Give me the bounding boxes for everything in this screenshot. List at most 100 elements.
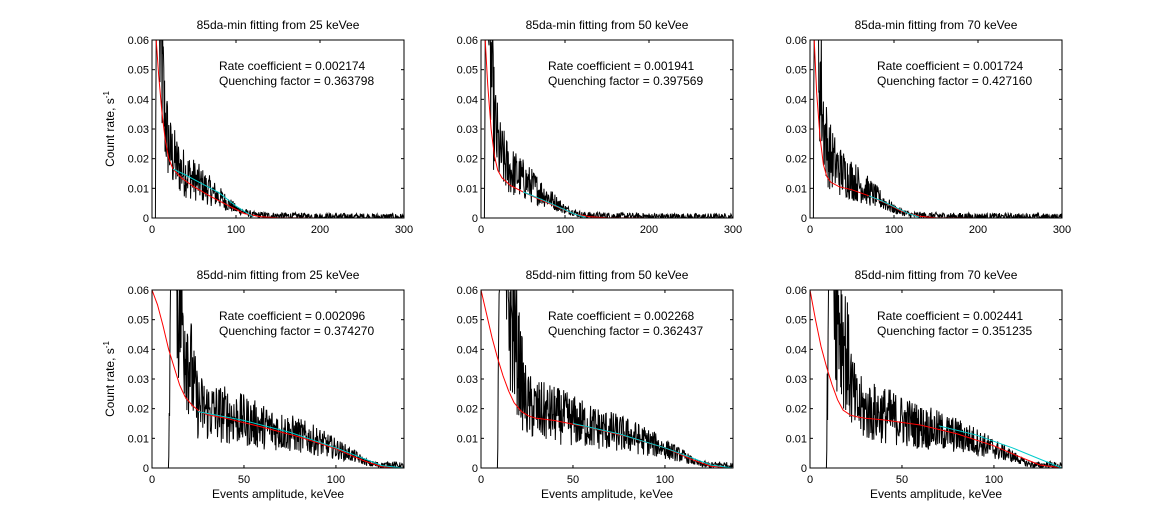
annotation-text: Quenching factor = 0.397569	[548, 74, 703, 88]
x-tick-label: 200	[311, 224, 329, 236]
subplot-5: 0 0.01 0.02 0.03 0.04 0.05 0.06 0 50 100 85dd-nim …	[457, 268, 734, 501]
annotation-text: Rate coefficient = 0.002441	[877, 309, 1024, 323]
annotation-text: Rate coefficient = 0.001724	[877, 59, 1024, 73]
y-tick-label: 0.05	[786, 65, 807, 77]
x-tick-label: 0	[807, 474, 813, 486]
y-axis-label-superscript: -1	[102, 341, 111, 349]
subplot-4: 0 0.01 0.02 0.03 0.04 0.05 0.06 0 50 100 85dd-nim …	[102, 268, 405, 501]
y-tick-label: 0.01	[128, 183, 149, 195]
fit-curve-line	[155, 40, 404, 218]
y-tick-label: 0.03	[786, 124, 807, 136]
y-tick-label: 0	[801, 213, 807, 225]
subplot-title: 85da-min fitting from 50 keVee	[526, 18, 689, 32]
y-tick-label: 0.03	[128, 124, 149, 136]
y-tick-label: 0.01	[786, 433, 807, 445]
x-axis-label: Events amplitude, keVee	[541, 487, 673, 501]
y-tick-label: 0.02	[128, 404, 149, 416]
data-layer	[810, 40, 1062, 218]
y-tick-label: 0	[472, 213, 478, 225]
subplot-title: 85da-min fitting from 70 keVee	[855, 18, 1018, 32]
annotation-text: Rate coefficient = 0.001941	[548, 59, 695, 73]
fit-curve-line	[810, 290, 1062, 468]
plot-area	[481, 40, 733, 218]
annotation-text: Quenching factor = 0.363798	[219, 74, 374, 88]
fit-segment-line	[172, 168, 254, 217]
annotation-text: Quenching factor = 0.427160	[877, 74, 1032, 88]
raw-spectrum-line	[152, 290, 404, 468]
x-tick-label: 300	[395, 224, 413, 236]
y-tick-label: 0.04	[457, 344, 478, 356]
y-tick-label: 0.03	[457, 374, 478, 386]
y-tick-label: 0.06	[786, 35, 807, 47]
x-tick-label: 200	[969, 224, 987, 236]
y-tick-label: 0.06	[128, 35, 149, 47]
subplot-6: 0 0.01 0.02 0.03 0.04 0.05 0.06 0 50 100 85dd-nim …	[786, 268, 1063, 501]
annotation-text: Rate coefficient = 0.002174	[219, 59, 366, 73]
annotation-text: Quenching factor = 0.351235	[877, 324, 1032, 338]
y-tick-label: 0.05	[128, 65, 149, 77]
data-layer	[481, 40, 733, 218]
subplot-title: 85dd-nim fitting from 25 keVee	[197, 268, 360, 282]
annotation-text: Rate coefficient = 0.002096	[219, 309, 366, 323]
y-tick-label: 0.04	[457, 94, 478, 106]
subplot-3: 0 0.01 0.02 0.03 0.04 0.05 0.06 0 100 200 300 85da-…	[786, 18, 1072, 236]
x-tick-label: 0	[807, 224, 813, 236]
x-axis-label: Events amplitude, keVee	[212, 487, 344, 501]
raw-spectrum-line	[481, 290, 733, 468]
data-layer	[152, 40, 404, 218]
y-tick-label: 0.01	[457, 433, 478, 445]
y-tick-label: 0.02	[786, 404, 807, 416]
y-tick-label: 0.04	[786, 94, 807, 106]
y-tick-label: 0.03	[786, 374, 807, 386]
x-tick-label: 100	[556, 224, 574, 236]
x-tick-label: 100	[885, 224, 903, 236]
subplot-title: 85dd-nim fitting from 70 keVee	[855, 268, 1018, 282]
subplot-title: 85dd-nim fitting from 50 keVee	[526, 268, 689, 282]
subplot-2: 0 0.01 0.02 0.03 0.04 0.05 0.06 0 100 200 300 85da-…	[457, 18, 743, 236]
y-tick-label: 0.06	[786, 285, 807, 297]
subplot-title: 85da-min fitting from 25 keVee	[197, 18, 360, 32]
raw-spectrum-line	[810, 290, 1062, 468]
x-tick-label: 300	[1053, 224, 1071, 236]
data-layer	[152, 290, 404, 468]
y-tick-label: 0.05	[457, 65, 478, 77]
y-tick-label: 0.02	[457, 404, 478, 416]
fit-segment-line	[522, 191, 587, 218]
y-tick-label: 0.05	[457, 315, 478, 327]
annotation-text: Quenching factor = 0.362437	[548, 324, 703, 338]
y-axis-label-superscript: -1	[102, 91, 111, 99]
y-tick-label: 0	[801, 463, 807, 475]
subplot-1: 0 0.01 0.02 0.03 0.04 0.05 0.06 0 100 200 300 85da-…	[102, 18, 413, 236]
y-tick-label: 0.05	[786, 315, 807, 327]
y-tick-label: 0.04	[128, 344, 149, 356]
annotation-text: Rate coefficient = 0.002268	[548, 309, 695, 323]
data-layer	[481, 290, 733, 468]
fit-segment-line	[572, 423, 733, 468]
raw-spectrum-line	[481, 40, 733, 218]
data-layer	[810, 290, 1062, 468]
x-tick-label: 100	[985, 474, 1003, 486]
x-tick-label: 300	[724, 224, 742, 236]
y-tick-label: 0	[143, 213, 149, 225]
y-tick-label: 0.06	[457, 285, 478, 297]
x-axis-label: Events amplitude, keVee	[870, 487, 1002, 501]
y-tick-label: 0	[472, 463, 478, 475]
x-tick-label: 100	[227, 224, 245, 236]
y-tick-label: 0.04	[786, 344, 807, 356]
y-tick-label: 0.02	[786, 154, 807, 166]
x-tick-label: 50	[896, 474, 908, 486]
y-tick-label: 0.01	[128, 433, 149, 445]
raw-spectrum-line	[810, 40, 1062, 218]
x-tick-label: 0	[149, 224, 155, 236]
y-tick-label: 0.01	[786, 183, 807, 195]
fit-segment-line	[197, 411, 404, 468]
x-tick-label: 0	[478, 224, 484, 236]
y-tick-label: 0.02	[128, 154, 149, 166]
y-axis-label: Count rate, s-1	[102, 341, 117, 417]
raw-spectrum-line	[152, 40, 404, 218]
y-tick-label: 0	[143, 463, 149, 475]
y-axis-label: Count rate, s-1	[102, 91, 117, 167]
annotation-text: Quenching factor = 0.374270	[219, 324, 374, 338]
y-tick-label: 0.06	[128, 285, 149, 297]
fit-segment-line	[868, 195, 920, 218]
